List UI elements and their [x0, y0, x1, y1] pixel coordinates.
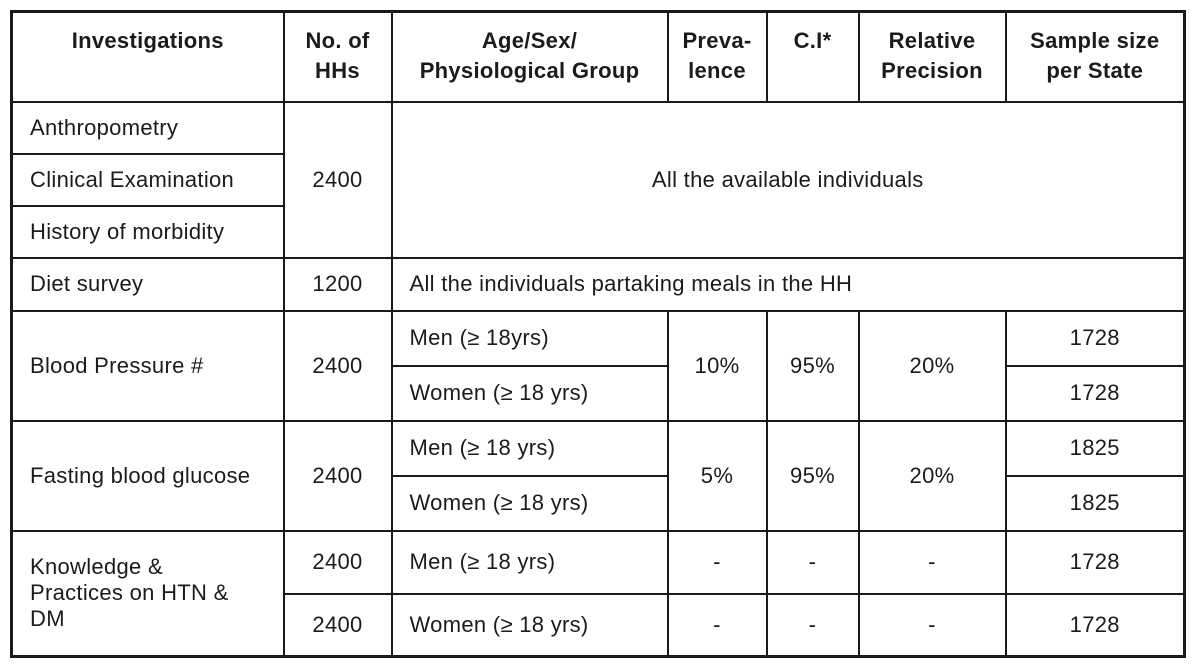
cell-diet-hhs: 1200 — [282, 256, 393, 312]
header-row: Investigations No. of HHs Age/Sex/ Physi… — [10, 10, 1186, 103]
survey-sampling-table: Investigations No. of HHs Age/Sex/ Physi… — [10, 10, 1186, 658]
row-history-of-morbidity: History of morbidity — [10, 204, 1185, 259]
header-cell-no-of-hhs: No. of HHs — [282, 10, 393, 103]
cell-investigation-anthropometry: Anthropometry — [10, 100, 285, 155]
cell-bp-group-men: Men (≥ 18yrs) — [390, 309, 669, 367]
cell-diet-coverage: All the individuals partaking meals in t… — [390, 256, 1186, 312]
row-knowledge-practices-women: 2400 Women (≥ 18 yrs) - - - 1728 — [12, 592, 1186, 658]
cell-kp-hhs-men: 2400 — [282, 529, 393, 595]
cell-kp-relative-precision-men: - — [857, 529, 1007, 595]
cell-fbg-group-women: Women (≥ 18 yrs) — [390, 474, 669, 532]
cell-fbg-relative-precision: 20% — [857, 419, 1007, 532]
cell-investigation-fasting-glucose: Fasting blood glucose — [10, 419, 285, 532]
cell-fbg-sample-men: 1825 — [1004, 419, 1186, 477]
cell-bp-group-women: Women (≥ 18 yrs) — [390, 364, 669, 422]
header-cell-age-sex-group: Age/Sex/ Physiological Group — [390, 10, 669, 103]
cell-kp-ci-women: - — [765, 592, 860, 658]
cell-kp-ci-men: - — [765, 529, 860, 595]
cell-bp-relative-precision: 20% — [857, 309, 1007, 422]
cell-census-coverage: All the available individuals — [390, 100, 1186, 259]
cell-fbg-sample-women: 1825 — [1004, 474, 1186, 532]
row-blood-pressure-men: Blood Pressure # 2400 Men (≥ 18yrs) 10% … — [10, 309, 1186, 422]
cell-fbg-group-men: Men (≥ 18 yrs) — [390, 419, 669, 477]
header-cell-relative-precision: Relative Precision — [857, 10, 1007, 103]
cell-bp-sample-women: 1728 — [1004, 364, 1186, 422]
cell-bp-hhs: 2400 — [282, 309, 393, 422]
cell-bp-ci: 95% — [765, 309, 860, 422]
cell-kp-sample-men: 1728 — [1004, 529, 1186, 595]
row-blood-pressure-women: Women (≥ 18 yrs) 1728 — [12, 364, 1186, 422]
row-anthropometry: Anthropometry 2400 All the available ind… — [10, 100, 1186, 259]
cell-kp-sample-women: 1728 — [1004, 592, 1186, 658]
cell-investigation-clinical-examination: Clinical Examination — [10, 152, 285, 207]
cell-bp-sample-men: 1728 — [1004, 309, 1186, 367]
cell-bp-prevalence: 10% — [666, 309, 768, 422]
row-knowledge-practices-men: Knowledge & Practices on HTN & DM 2400 M… — [10, 529, 1186, 658]
row-clinical-examination: Clinical Examination — [10, 152, 1185, 207]
header-cell-ci: C.I* — [765, 10, 860, 103]
cell-investigation-blood-pressure: Blood Pressure # — [10, 309, 285, 422]
cell-kp-prevalence-men: - — [666, 529, 768, 595]
cell-kp-group-men: Men (≥ 18 yrs) — [390, 529, 669, 595]
cell-fbg-ci: 95% — [765, 419, 860, 532]
row-fasting-glucose-women: Women (≥ 18 yrs) 1825 — [12, 474, 1186, 532]
cell-kp-relative-precision-women: - — [857, 592, 1007, 658]
cell-kp-prevalence-women: - — [666, 592, 768, 658]
cell-investigation-diet-survey: Diet survey — [10, 256, 285, 312]
cell-fbg-hhs: 2400 — [282, 419, 393, 532]
header-cell-sample-size: Sample size per State — [1004, 10, 1186, 103]
header-cell-investigations: Investigations — [10, 10, 285, 103]
header-cell-prevalence: Preva- lence — [666, 10, 768, 103]
cell-investigation-history-of-morbidity: History of morbidity — [10, 204, 285, 259]
cell-investigation-knowledge-practices: Knowledge & Practices on HTN & DM — [10, 529, 285, 658]
cell-kp-group-women: Women (≥ 18 yrs) — [390, 592, 669, 658]
row-diet-survey: Diet survey 1200 All the individuals par… — [10, 256, 1186, 312]
row-fasting-glucose-men: Fasting blood glucose 2400 Men (≥ 18 yrs… — [10, 419, 1186, 532]
cell-census-hhs: 2400 — [282, 100, 393, 259]
cell-fbg-prevalence: 5% — [666, 419, 768, 532]
cell-kp-hhs-women: 2400 — [282, 592, 393, 658]
